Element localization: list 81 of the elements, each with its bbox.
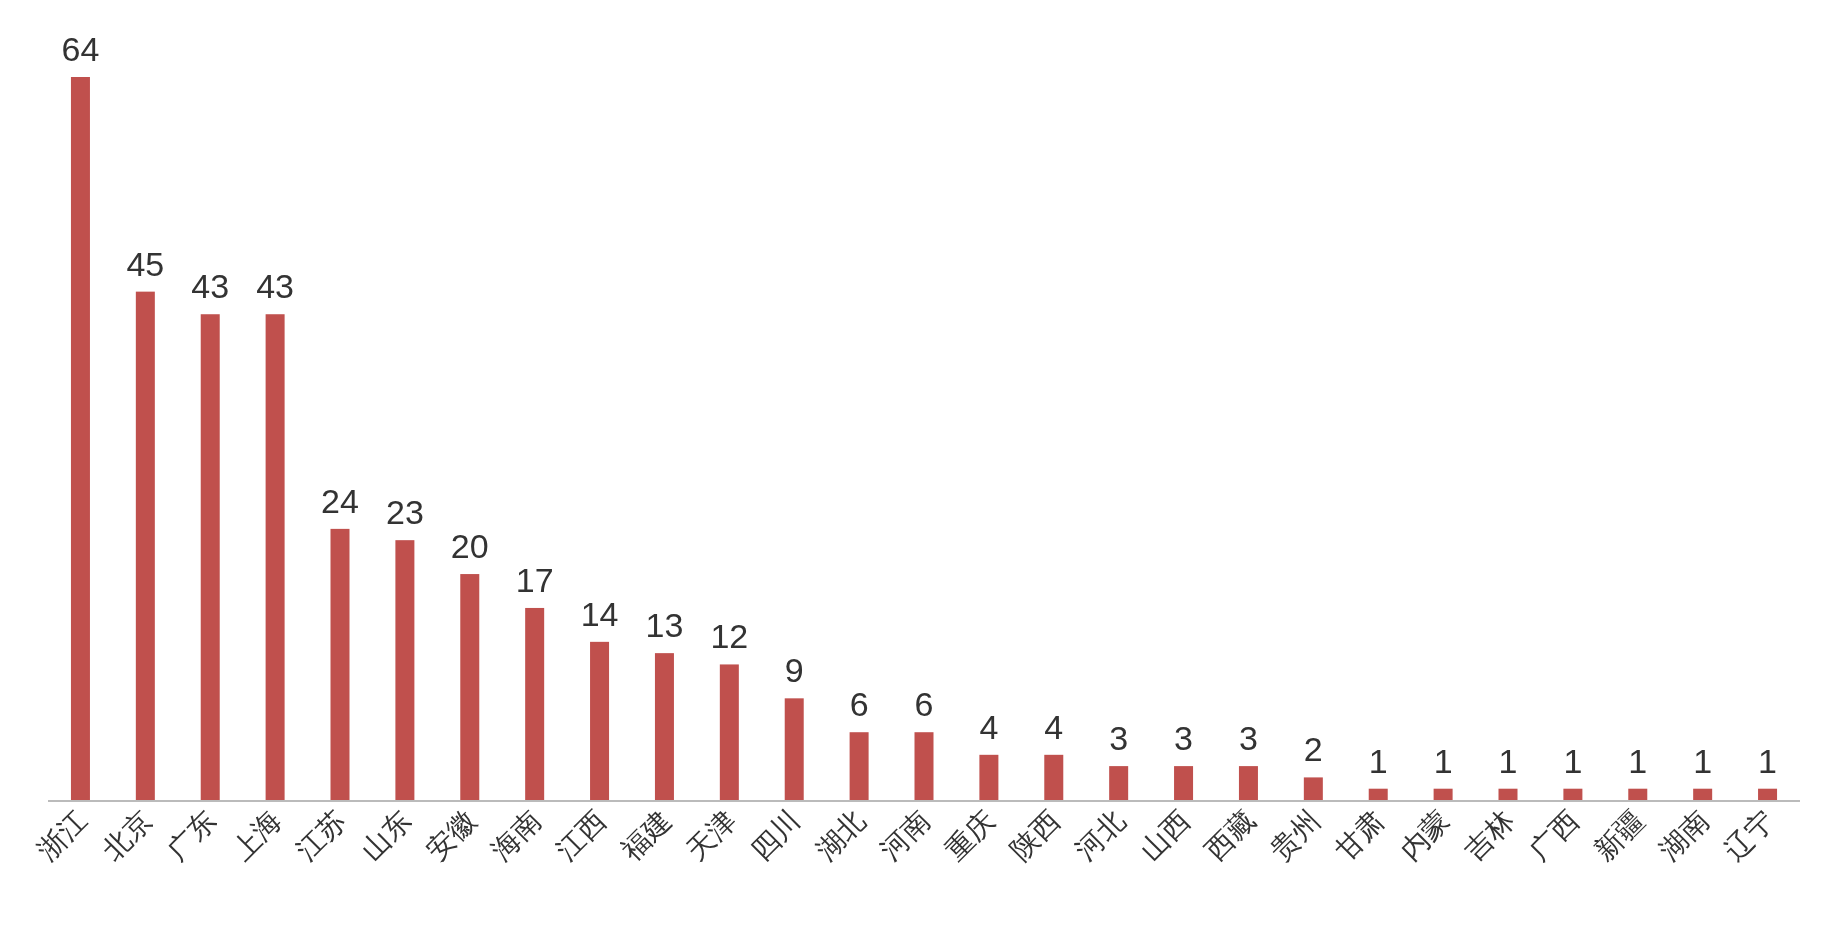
data-label: 4	[1044, 707, 1064, 746]
bar	[200, 314, 220, 800]
data-label: 14	[580, 594, 619, 633]
bar	[1628, 788, 1648, 800]
data-label: 1	[1628, 741, 1648, 780]
data-label: 1	[1563, 741, 1583, 780]
data-label: 9	[784, 651, 804, 690]
data-label: 2	[1303, 730, 1323, 769]
x-tick-label: 河南	[874, 803, 937, 867]
bar	[1238, 766, 1258, 800]
data-label: 1	[1758, 741, 1778, 780]
data-label: 6	[914, 685, 934, 724]
x-tick-label: 广西	[1522, 803, 1586, 867]
data-label: 4	[979, 707, 999, 746]
data-label: 13	[645, 606, 684, 645]
data-label: 1	[1498, 741, 1518, 780]
x-tick-label: 海南	[484, 803, 548, 867]
data-label: 3	[1174, 719, 1194, 758]
x-tick-label: 辽宁	[1717, 803, 1781, 867]
data-label: 1	[1368, 741, 1388, 780]
x-tick-label: 湖南	[1652, 803, 1716, 867]
bar	[1563, 788, 1583, 800]
data-label: 64	[61, 30, 100, 68]
x-tick-label: 吉林	[1458, 803, 1521, 867]
x-tick-label: 陕西	[1003, 803, 1067, 867]
x-tick-label: 西藏	[1198, 803, 1262, 867]
bar	[330, 528, 350, 800]
bar	[1303, 777, 1323, 800]
data-label: 43	[191, 267, 230, 306]
data-label: 1	[1693, 741, 1713, 780]
data-label: 43	[256, 267, 295, 306]
x-tick-label: 贵州	[1263, 803, 1327, 867]
data-label: 23	[385, 493, 424, 532]
data-label: 17	[515, 560, 554, 599]
data-label: 3	[1238, 719, 1258, 758]
bar	[460, 574, 480, 800]
data-label: 1	[1433, 741, 1453, 780]
x-tick-label: 上海	[225, 803, 289, 867]
x-tick-label: 福建	[614, 803, 678, 867]
data-label: 24	[321, 481, 359, 520]
data-label: 20	[450, 527, 489, 566]
bar	[1044, 754, 1064, 800]
bar	[70, 77, 90, 800]
bar	[849, 732, 869, 800]
bar	[1433, 788, 1453, 800]
bar	[914, 732, 934, 800]
bar	[265, 314, 285, 800]
data-label: 12	[710, 617, 749, 656]
x-tick-label: 重庆	[938, 803, 1002, 867]
x-tick-label: 山西	[1133, 803, 1197, 867]
x-tick-label: 北京	[95, 803, 159, 867]
x-tick-label: 安徽	[419, 803, 483, 867]
x-tick-label: 浙江	[30, 803, 94, 867]
bar	[979, 754, 999, 800]
bar	[1693, 788, 1713, 800]
x-tick-label: 湖北	[809, 803, 873, 867]
x-tick-label: 天津	[679, 803, 743, 867]
data-label: 3	[1109, 719, 1129, 758]
data-label: 45	[126, 244, 165, 283]
x-tick-label: 山东	[354, 803, 418, 867]
x-tick-label: 广东	[160, 803, 224, 867]
bar	[1498, 788, 1518, 800]
bar	[590, 641, 610, 800]
bar	[395, 540, 415, 800]
x-tick-label: 内蒙	[1393, 803, 1457, 867]
bar	[654, 653, 674, 800]
bar	[525, 607, 545, 800]
bar	[719, 664, 739, 800]
x-tick-label: 甘肃	[1328, 803, 1392, 867]
x-tick-label: 江西	[549, 803, 613, 867]
x-tick-label: 江苏	[290, 803, 353, 867]
bar	[784, 698, 804, 800]
data-label: 6	[849, 685, 869, 724]
bar	[1109, 766, 1129, 800]
x-tick-label: 新疆	[1587, 803, 1651, 867]
bar	[1174, 766, 1194, 800]
bar	[135, 291, 155, 800]
x-tick-label: 河北	[1068, 803, 1132, 867]
x-tick-label: 四川	[744, 803, 808, 867]
bar	[1758, 788, 1778, 800]
bar	[1368, 788, 1388, 800]
